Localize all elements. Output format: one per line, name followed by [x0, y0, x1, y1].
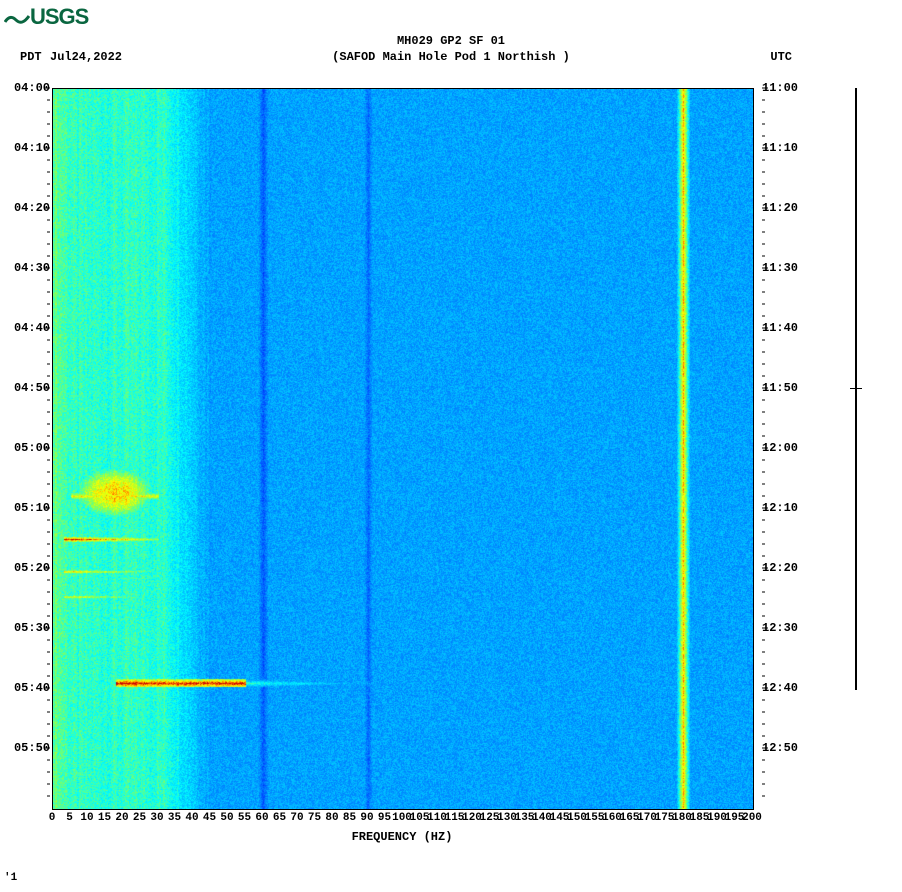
- freq-tick: 30: [150, 812, 163, 824]
- left-time-axis: 04:0004:1004:2004:3004:4004:5005:0005:10…: [8, 88, 50, 808]
- freq-tick: 200: [742, 812, 762, 824]
- freq-tick: 5: [66, 812, 73, 824]
- freq-tick: 60: [255, 812, 268, 824]
- corner-mark: '1: [4, 872, 17, 884]
- right-timezone-label: UTC: [770, 50, 792, 64]
- spectrogram-canvas: [53, 89, 753, 809]
- freq-tick: 90: [360, 812, 373, 824]
- freq-tick: 35: [168, 812, 181, 824]
- date-label: Jul24,2022: [50, 50, 122, 64]
- colorbar: [855, 88, 857, 690]
- freq-tick: 95: [378, 812, 391, 824]
- wave-icon: [4, 8, 30, 28]
- freq-tick: 80: [325, 812, 338, 824]
- plot-title: MH029 GP2 SF 01: [0, 34, 902, 48]
- spectrogram-plot: [52, 88, 754, 810]
- freq-tick: 70: [290, 812, 303, 824]
- left-timezone-label: PDT: [20, 50, 42, 64]
- x-axis-label: FREQUENCY (HZ): [52, 830, 752, 844]
- freq-tick: 20: [115, 812, 128, 824]
- freq-tick: 65: [273, 812, 286, 824]
- logo-text: USGS: [30, 4, 88, 29]
- frequency-axis: 0510152025303540455055606570758085909510…: [52, 812, 752, 832]
- usgs-logo: USGS: [4, 4, 88, 30]
- freq-tick: 25: [133, 812, 146, 824]
- freq-tick: 50: [220, 812, 233, 824]
- freq-tick: 85: [343, 812, 356, 824]
- right-time-axis: 11:0011:1011:2011:3011:4011:5012:0012:10…: [756, 88, 816, 808]
- freq-tick: 15: [98, 812, 111, 824]
- freq-tick: 0: [49, 812, 56, 824]
- freq-tick: 10: [80, 812, 93, 824]
- plot-subtitle: (SAFOD Main Hole Pod 1 Northish ): [0, 50, 902, 64]
- freq-tick: 40: [185, 812, 198, 824]
- freq-tick: 55: [238, 812, 251, 824]
- freq-tick: 45: [203, 812, 216, 824]
- colorbar-tick: [850, 388, 862, 389]
- freq-tick: 75: [308, 812, 321, 824]
